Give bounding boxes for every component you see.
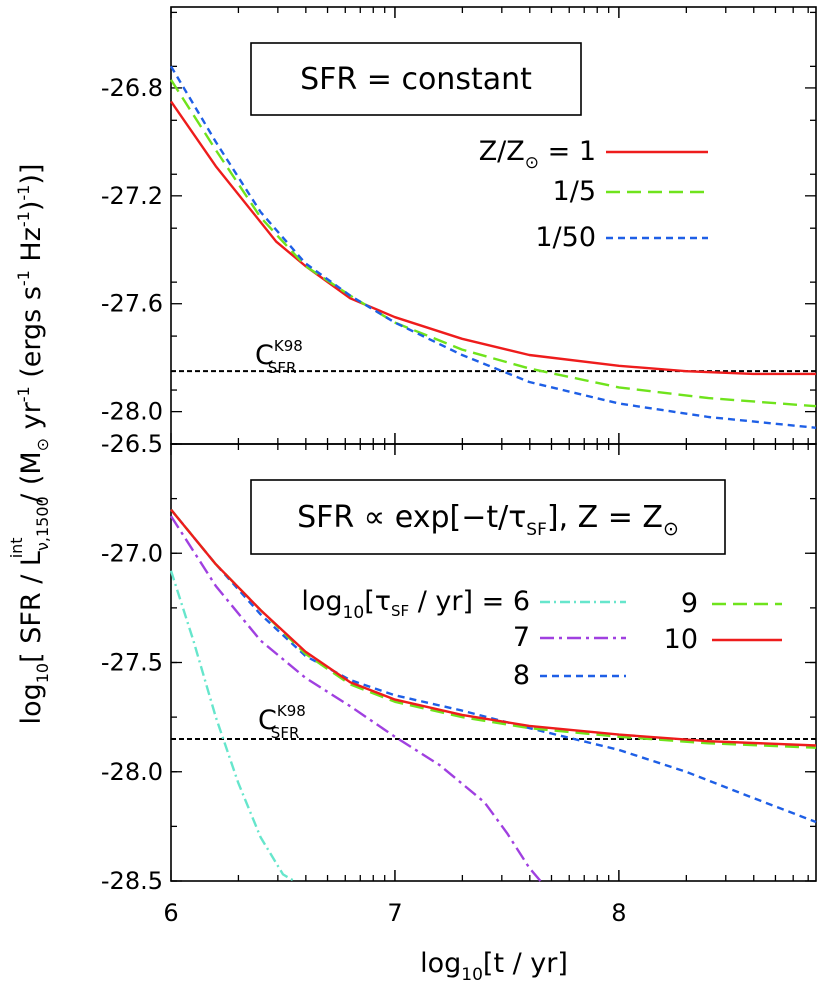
top-series-group	[169, 65, 817, 429]
bottom-legend-title: log10[τSF / yr] = 6	[301, 586, 530, 623]
top-ref-label: CK98 SFR	[255, 337, 303, 377]
x-tick-label: 6	[163, 899, 178, 927]
y-tick-label: -27.0	[101, 539, 163, 567]
y-tick-label: -27.2	[101, 182, 163, 210]
x-axis-label: log10[t / yr]	[420, 948, 568, 985]
bottom-box-label: SFR ∝ exp[−t/τSF], Z = Z⊙	[297, 500, 679, 540]
series-line-1	[170, 100, 816, 376]
series-line-10	[170, 508, 817, 747]
bottom-legend-label-8: 8	[513, 660, 530, 691]
bottom-legend-label-9: 9	[681, 588, 698, 619]
series-line-8	[170, 508, 817, 824]
top-legend-title: Z/Z⊙ = 1	[479, 136, 596, 173]
x-tick-label: 8	[611, 899, 626, 927]
series-line-1-5	[169, 79, 817, 408]
series-line-6	[169, 570, 295, 883]
bottom-legend-label-7: 7	[513, 622, 530, 653]
top-box-label: SFR = constant	[300, 62, 532, 97]
top-legend-lines	[606, 150, 708, 240]
y-tick-label: -26.5	[101, 430, 163, 458]
y-tick-label: -27.6	[101, 290, 163, 318]
bottom-legend-label-10: 10	[664, 624, 698, 655]
y-tick-label: -26.8	[101, 74, 163, 102]
series-line-1-50	[169, 65, 817, 429]
series-line-7	[169, 515, 542, 882]
bottom-series-group	[169, 508, 817, 883]
y-axis-label: log10[ SFR / Lν,1500int / (M⊙ yr-1 (ergs…	[7, 164, 52, 725]
top-legend-label-1-5: 1/5	[553, 176, 596, 207]
x-ticks: 6 7 8	[163, 7, 809, 927]
x-tick-label: 7	[387, 899, 402, 927]
bottom-box-frame	[250, 479, 726, 555]
top-legend-label-1-50: 1/50	[535, 222, 596, 253]
bottom-ref-label: CK98 SFR	[258, 702, 306, 742]
y-tick-label: -28.5	[101, 867, 163, 895]
bottom-legend-lines	[540, 600, 782, 678]
bottom-y-ticks: -26.5 -27.0 -27.5 -28.0 -28.5	[101, 430, 816, 895]
y-tick-label: -27.5	[101, 649, 163, 677]
top-box-frame	[250, 42, 582, 116]
y-tick-label: -28.0	[101, 758, 163, 786]
y-tick-label: -28.0	[101, 398, 163, 426]
